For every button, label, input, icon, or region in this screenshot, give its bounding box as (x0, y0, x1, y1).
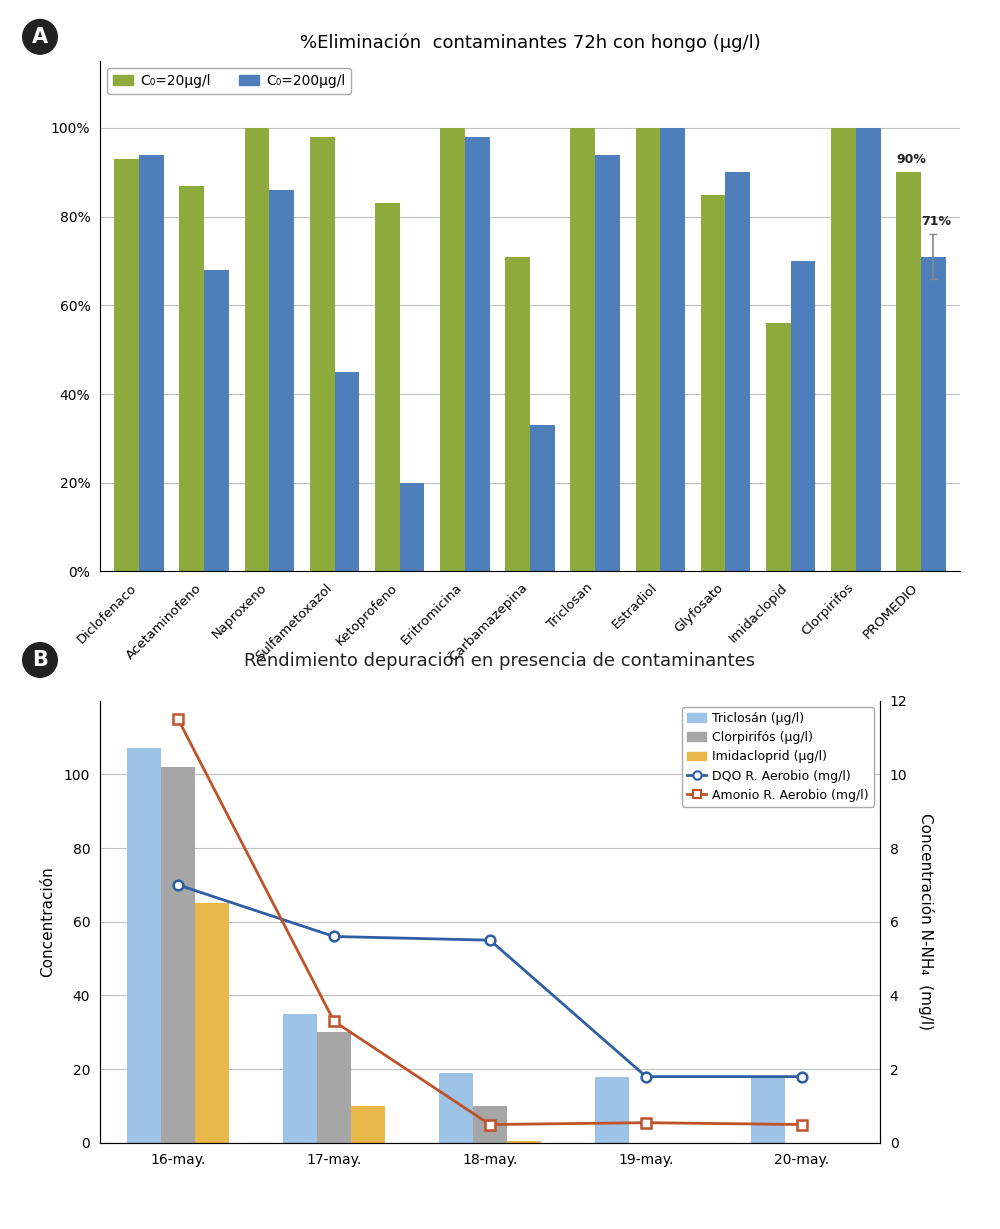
Bar (701, 194, 725, 571)
Legend: C₀=20µg/l, C₀=200µg/l: C₀=20µg/l, C₀=200µg/l (107, 69, 351, 93)
Bar (269, 190, 294, 571)
Bar (400, 483, 424, 571)
Bar (505, 257, 530, 571)
Bar (725, 172, 750, 571)
Bar (473, 1106, 507, 1143)
Bar (204, 270, 229, 571)
Bar (595, 1077, 629, 1143)
Bar (595, 155, 620, 571)
Bar (317, 1032, 351, 1143)
Bar (921, 257, 946, 571)
Bar (139, 155, 164, 571)
Bar (530, 425, 555, 571)
Bar (440, 128, 465, 571)
Bar (127, 748, 161, 1143)
Bar (179, 186, 204, 571)
Text: B: B (32, 650, 48, 670)
Bar (791, 261, 815, 571)
Bar (856, 128, 881, 571)
Bar (831, 128, 856, 571)
Bar (766, 323, 791, 571)
Bar (439, 1073, 473, 1143)
Bar (310, 136, 335, 571)
Bar (245, 128, 269, 571)
Title: %Eliminación  contaminantes 72h con hongo (µg/l): %Eliminación contaminantes 72h con hongo… (300, 33, 760, 52)
Bar (114, 159, 139, 571)
Bar (335, 372, 359, 571)
Text: Rendimiento depuración en presencia de contaminantes: Rendimiento depuración en presencia de c… (244, 651, 756, 670)
Bar (660, 128, 685, 571)
Y-axis label: Concentración N-NH₄  (mg/l): Concentración N-NH₄ (mg/l) (918, 814, 934, 1030)
Bar (375, 203, 400, 571)
Bar (351, 1106, 385, 1143)
Bar (465, 136, 490, 571)
Bar (283, 1014, 317, 1143)
Bar (195, 903, 229, 1143)
Bar (570, 128, 595, 571)
Legend: Triclosán (µg/l), Clorpirifós (µg/l), Imidacloprid (µg/l), DQO R. Aerobio (mg/l): Triclosán (µg/l), Clorpirifós (µg/l), Im… (682, 707, 874, 806)
Text: 90%: 90% (897, 152, 927, 166)
Text: A: A (32, 27, 48, 47)
Bar (751, 1077, 785, 1143)
Bar (896, 172, 921, 571)
Text: 71%: 71% (922, 215, 952, 227)
Bar (161, 767, 195, 1143)
Bar (507, 1141, 541, 1143)
Y-axis label: Concentración: Concentración (41, 866, 56, 977)
Bar (636, 128, 660, 571)
